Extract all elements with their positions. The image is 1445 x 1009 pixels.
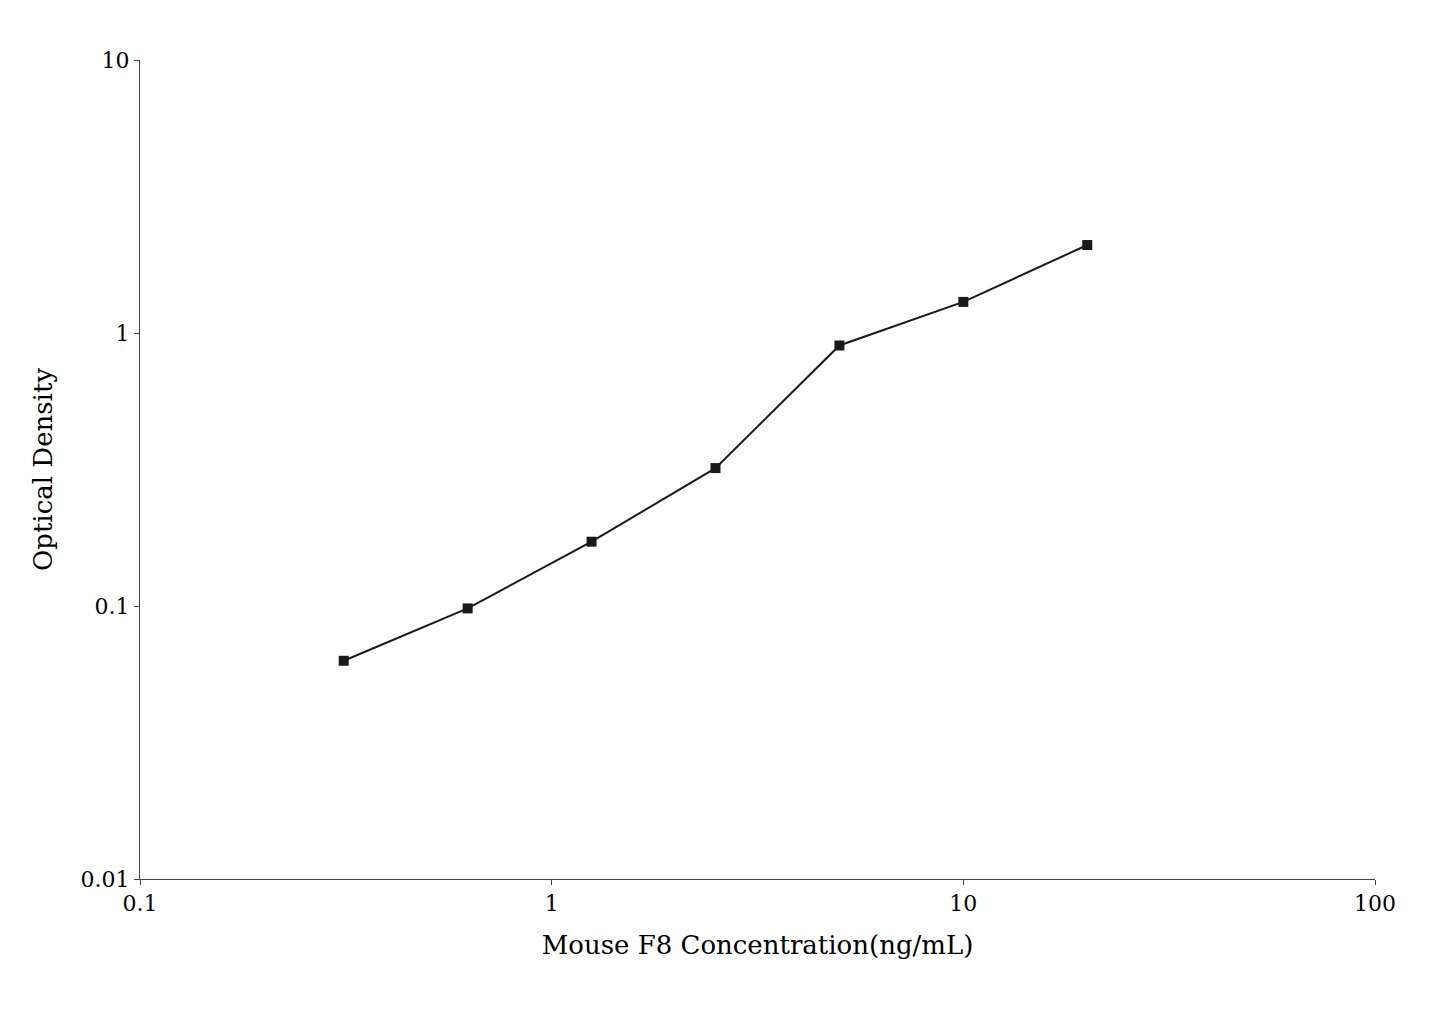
- svg-text:Optical Density: Optical Density: [28, 368, 58, 571]
- svg-text:1: 1: [116, 321, 130, 346]
- svg-text:0.1: 0.1: [95, 594, 130, 619]
- svg-text:Mouse F8 Concentration(ng/mL): Mouse F8 Concentration(ng/mL): [542, 930, 974, 960]
- svg-text:100: 100: [1354, 891, 1396, 916]
- svg-text:0.01: 0.01: [81, 867, 130, 892]
- svg-text:1: 1: [545, 891, 559, 916]
- svg-text:10: 10: [949, 891, 977, 916]
- svg-text:0.1: 0.1: [123, 891, 158, 916]
- svg-text:10: 10: [102, 48, 130, 73]
